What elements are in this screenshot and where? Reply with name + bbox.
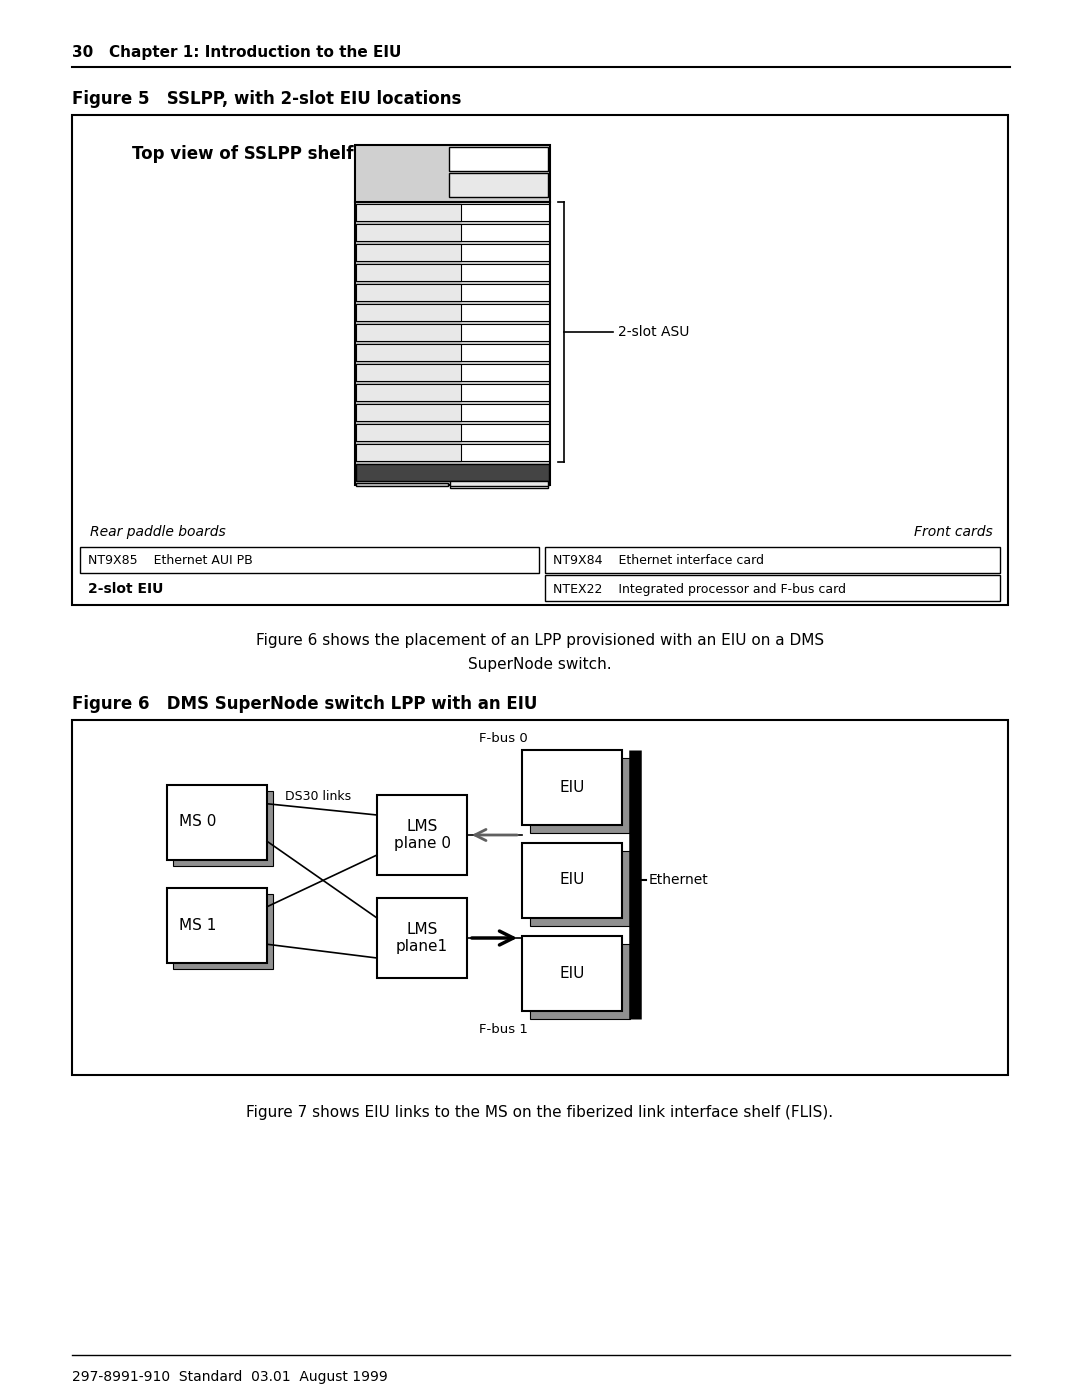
Bar	[167, 888, 267, 963]
Text: Top view of SSLPP shelf: Top view of SSLPP shelf	[132, 145, 353, 163]
Text: NT9X85    Ethernet AUI PB: NT9X85 Ethernet AUI PB	[87, 555, 253, 567]
Bar	[356, 365, 461, 381]
Text: EIU: EIU	[559, 965, 584, 981]
Bar	[356, 284, 461, 300]
Bar	[356, 224, 461, 242]
Bar	[356, 444, 461, 461]
Bar	[377, 795, 467, 875]
Text: NTEX22    Integrated processor and F-bus card: NTEX22 Integrated processor and F-bus ca…	[553, 583, 846, 595]
Text: SuperNode switch.: SuperNode switch.	[469, 657, 611, 672]
Bar	[72, 719, 1008, 1076]
Bar	[522, 936, 622, 1011]
Text: DS30 links: DS30 links	[285, 789, 351, 803]
Bar	[356, 244, 461, 261]
Text: MS 0: MS 0	[179, 814, 216, 830]
Bar	[356, 264, 461, 281]
Text: F-bus 1: F-bus 1	[480, 1023, 528, 1037]
Bar	[356, 344, 549, 360]
Bar	[356, 425, 549, 441]
Bar	[356, 284, 461, 300]
Bar	[356, 204, 461, 221]
Text: 297-8991-910  Standard  03.01  August 1999: 297-8991-910 Standard 03.01 August 1999	[72, 1370, 388, 1384]
Bar	[545, 576, 1000, 601]
Bar	[356, 483, 448, 486]
Text: F-bus 0: F-bus 0	[480, 732, 528, 745]
Bar	[356, 425, 461, 441]
Bar	[545, 548, 1000, 573]
Bar	[356, 324, 461, 341]
Text: 2-slot EIU: 2-slot EIU	[87, 583, 163, 597]
Text: EIU: EIU	[559, 780, 584, 795]
Text: Figure 7 shows EIU links to the MS on the fiberized link interface shelf (FLIS).: Figure 7 shows EIU links to the MS on th…	[246, 1105, 834, 1120]
Bar	[450, 481, 548, 486]
Text: MS 1: MS 1	[179, 918, 216, 933]
Text: EIU: EIU	[559, 873, 584, 887]
Bar	[356, 404, 549, 420]
Bar	[167, 785, 267, 861]
Text: Figure 6 shows the placement of an LPP provisioned with an EIU on a DMS: Figure 6 shows the placement of an LPP p…	[256, 633, 824, 648]
Bar	[356, 384, 549, 401]
Bar	[356, 365, 461, 381]
Bar	[356, 365, 549, 381]
Bar	[356, 444, 461, 461]
Bar	[356, 244, 549, 261]
Text: LMS
plane1: LMS plane1	[396, 922, 448, 954]
Bar	[173, 894, 273, 970]
Bar	[530, 759, 630, 833]
Text: NT9X84    Ethernet interface card: NT9X84 Ethernet interface card	[553, 555, 764, 567]
Bar	[356, 204, 549, 221]
Bar	[449, 173, 548, 197]
Text: LMS
plane 0: LMS plane 0	[393, 819, 450, 851]
Bar	[522, 750, 622, 826]
Bar	[356, 404, 461, 420]
Bar	[377, 898, 467, 978]
Text: Front cards: Front cards	[915, 525, 993, 539]
Bar	[530, 851, 630, 926]
Bar	[356, 305, 461, 321]
Bar	[449, 147, 548, 170]
Text: 30   Chapter 1: Introduction to the EIU: 30 Chapter 1: Introduction to the EIU	[72, 45, 402, 60]
Bar	[356, 224, 461, 242]
Text: Figure 5   SSLPP, with 2-slot EIU locations: Figure 5 SSLPP, with 2-slot EIU location…	[72, 89, 461, 108]
Bar	[72, 115, 1008, 605]
Bar	[356, 305, 461, 321]
Bar	[356, 404, 461, 420]
Bar	[356, 305, 549, 321]
Bar	[356, 324, 461, 341]
Bar	[356, 425, 461, 441]
Bar	[356, 264, 461, 281]
Text: 2-slot ASU: 2-slot ASU	[618, 326, 689, 339]
Bar	[173, 791, 273, 866]
Bar	[355, 145, 550, 485]
Bar	[356, 384, 461, 401]
Bar	[522, 842, 622, 918]
Bar	[356, 204, 461, 221]
Bar	[356, 464, 549, 481]
Bar	[80, 548, 539, 573]
Text: Figure 6   DMS SuperNode switch LPP with an EIU: Figure 6 DMS SuperNode switch LPP with a…	[72, 694, 538, 712]
Bar	[356, 384, 461, 401]
Bar	[356, 244, 461, 261]
Text: Rear paddle boards: Rear paddle boards	[90, 525, 226, 539]
Bar	[356, 264, 549, 281]
Bar	[356, 344, 461, 360]
Bar	[356, 224, 549, 242]
Bar	[356, 444, 549, 461]
Bar	[356, 324, 549, 341]
Text: Ethernet: Ethernet	[649, 873, 708, 887]
Bar	[356, 284, 549, 300]
Bar	[530, 944, 630, 1018]
Bar	[356, 344, 461, 360]
Bar	[450, 483, 548, 488]
